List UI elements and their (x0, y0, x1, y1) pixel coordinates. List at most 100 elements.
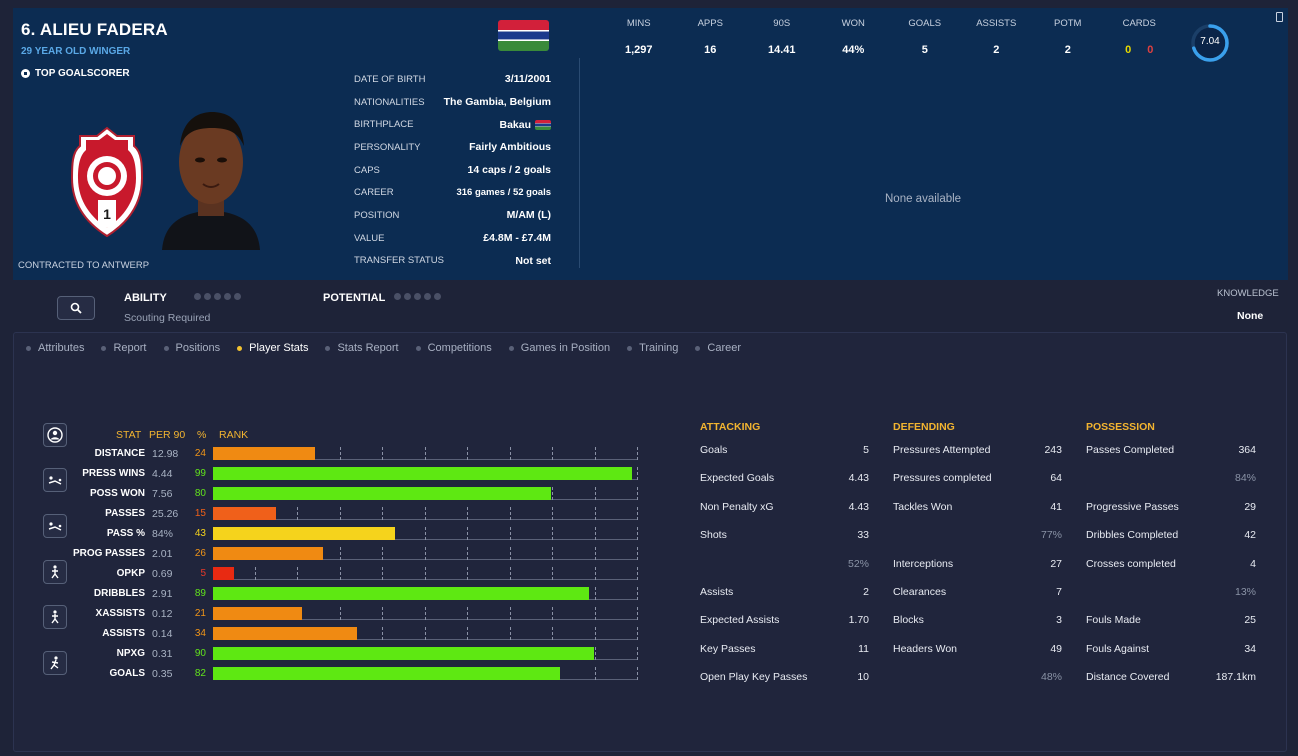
football-icon (21, 69, 30, 78)
yellow-cards: 0 (1125, 44, 1132, 56)
stat-per90-prog-passes: 2.01 (152, 548, 173, 560)
search-button[interactable] (57, 296, 95, 320)
attacking-label: Open Play Key Passes (700, 671, 808, 684)
grid-tick (382, 567, 383, 580)
stat-pct-passes: 15 (194, 508, 206, 519)
grid-tick (637, 647, 638, 660)
tab-career[interactable]: Career (695, 342, 741, 354)
attacking-value: 4.43 (848, 500, 869, 513)
grid-tick (637, 447, 638, 460)
grid-tick (340, 447, 341, 460)
player-header: 6. ALIEU FADERA 29 YEAR OLD WINGER TOP G… (13, 8, 1288, 280)
shooting-icon-button[interactable] (43, 651, 67, 675)
potential-label: POTENTIAL (323, 292, 386, 304)
grid-tick (340, 607, 341, 620)
stat-track-poss-won (213, 487, 638, 500)
grid-tick (595, 667, 596, 680)
defending-value: 7 (1056, 586, 1062, 598)
possession-value: 34 (1244, 642, 1256, 655)
stat-label-assists: ASSISTS (102, 628, 145, 639)
stat-track-dribbles (213, 587, 638, 600)
stat-pct-dribbles: 89 (194, 588, 206, 599)
possession-label: Progressive Passes (1086, 500, 1179, 513)
creating-icon-button[interactable] (43, 605, 67, 629)
tab-positions[interactable]: Positions (163, 342, 220, 354)
badge-label: TOP GOALSCORER (35, 68, 130, 79)
tab-attributes[interactable]: Attributes (26, 342, 84, 354)
tab-bar: Attributes Report Positions Player Stats… (26, 342, 758, 354)
tab-competitions[interactable]: Competitions (415, 342, 492, 354)
grid-tick (467, 507, 468, 520)
season-stat-won: WON 44% (841, 18, 865, 56)
grid-tick (637, 667, 638, 680)
tackle-icon-button-1[interactable] (43, 468, 67, 492)
gambia-flag-icon (498, 20, 549, 51)
info-row-position: POSITION M/AM (L) (354, 209, 551, 222)
knowledge-value: None (1237, 310, 1264, 322)
season-stat-mins: MINS 1,297 (624, 18, 653, 56)
player-photo (158, 98, 264, 250)
rank-bar-press-wins (213, 467, 632, 480)
attacking-value: 52% (847, 557, 869, 570)
stat-pct-assists: 34 (194, 628, 206, 639)
possession-label: Dribbles Completed (1086, 529, 1179, 542)
grid-tick (510, 527, 511, 540)
grid-tick (255, 567, 256, 580)
possession-value: 187.1km (1215, 671, 1256, 684)
tab-report[interactable]: Report (101, 342, 147, 354)
grid-tick (425, 527, 426, 540)
defending-title: DEFENDING (893, 421, 955, 433)
red-cards: 0 (1147, 44, 1154, 56)
possession-value: 25 (1244, 614, 1256, 627)
ability-label: ABILITY (124, 292, 167, 304)
overall-icon-button[interactable] (43, 423, 67, 447)
grid-tick (382, 607, 383, 620)
header-pct: % (197, 429, 207, 441)
ability-stars (194, 293, 241, 300)
stat-per90-passes: 25.26 (152, 508, 179, 520)
grid-tick (637, 507, 638, 520)
slide-tackle-icon (48, 522, 62, 531)
stat-track-opkp (213, 567, 638, 580)
grid-tick (552, 527, 553, 540)
clipboard-icon[interactable] (1276, 12, 1283, 22)
player-cross-icon (51, 610, 59, 624)
grid-tick (637, 527, 638, 540)
season-stat-apps: APPS 16 (697, 18, 723, 56)
rating-value: 7.04 (1200, 36, 1220, 47)
stat-label-press-wins: PRESS WINS (82, 468, 145, 479)
stat-pct-npxg: 90 (194, 648, 206, 659)
defending-label: Pressures Attempted (893, 444, 991, 456)
tackle-icon-button-2[interactable] (43, 514, 67, 538)
grid-tick (595, 587, 596, 600)
attacking-label: Assists (700, 586, 734, 598)
stat-track-passes (213, 507, 638, 520)
possession-value: 364 (1238, 444, 1256, 456)
stat-label-poss-won: POSS WON (89, 488, 145, 499)
tab-player-stats[interactable]: Player Stats (237, 342, 308, 354)
rank-bar-xassists (213, 607, 302, 620)
grid-tick (340, 507, 341, 520)
tab-stats-report[interactable]: Stats Report (325, 342, 399, 354)
grid-tick (595, 547, 596, 560)
scouting-required: Scouting Required (124, 312, 211, 324)
stat-pct-pass-: 43 (194, 528, 206, 539)
player-subtitle[interactable]: 29 YEAR OLD WINGER (21, 46, 131, 57)
tab-games-in-position[interactable]: Games in Position (508, 342, 610, 354)
stat-label-distance: DISTANCE (94, 448, 145, 459)
info-row-dob: DATE OF BIRTH 3/11/2001 (354, 73, 551, 86)
tab-training[interactable]: Training (627, 342, 678, 354)
grid-tick (425, 547, 426, 560)
club-crest-icon[interactable]: 1 (70, 126, 144, 238)
grid-tick (510, 607, 511, 620)
stat-pct-prog-passes: 26 (194, 548, 206, 559)
possession-value: 29 (1244, 500, 1256, 513)
rank-bar-passes (213, 507, 276, 520)
player-shoot-icon (50, 656, 59, 670)
gambia-mini-flag-icon (535, 119, 551, 130)
grid-tick (340, 567, 341, 580)
attacking-value: 33 (857, 529, 869, 542)
possession-label: Passes Completed (1086, 444, 1175, 456)
possession-title: POSSESSION (1086, 421, 1155, 433)
passing-icon-button[interactable] (43, 560, 67, 584)
